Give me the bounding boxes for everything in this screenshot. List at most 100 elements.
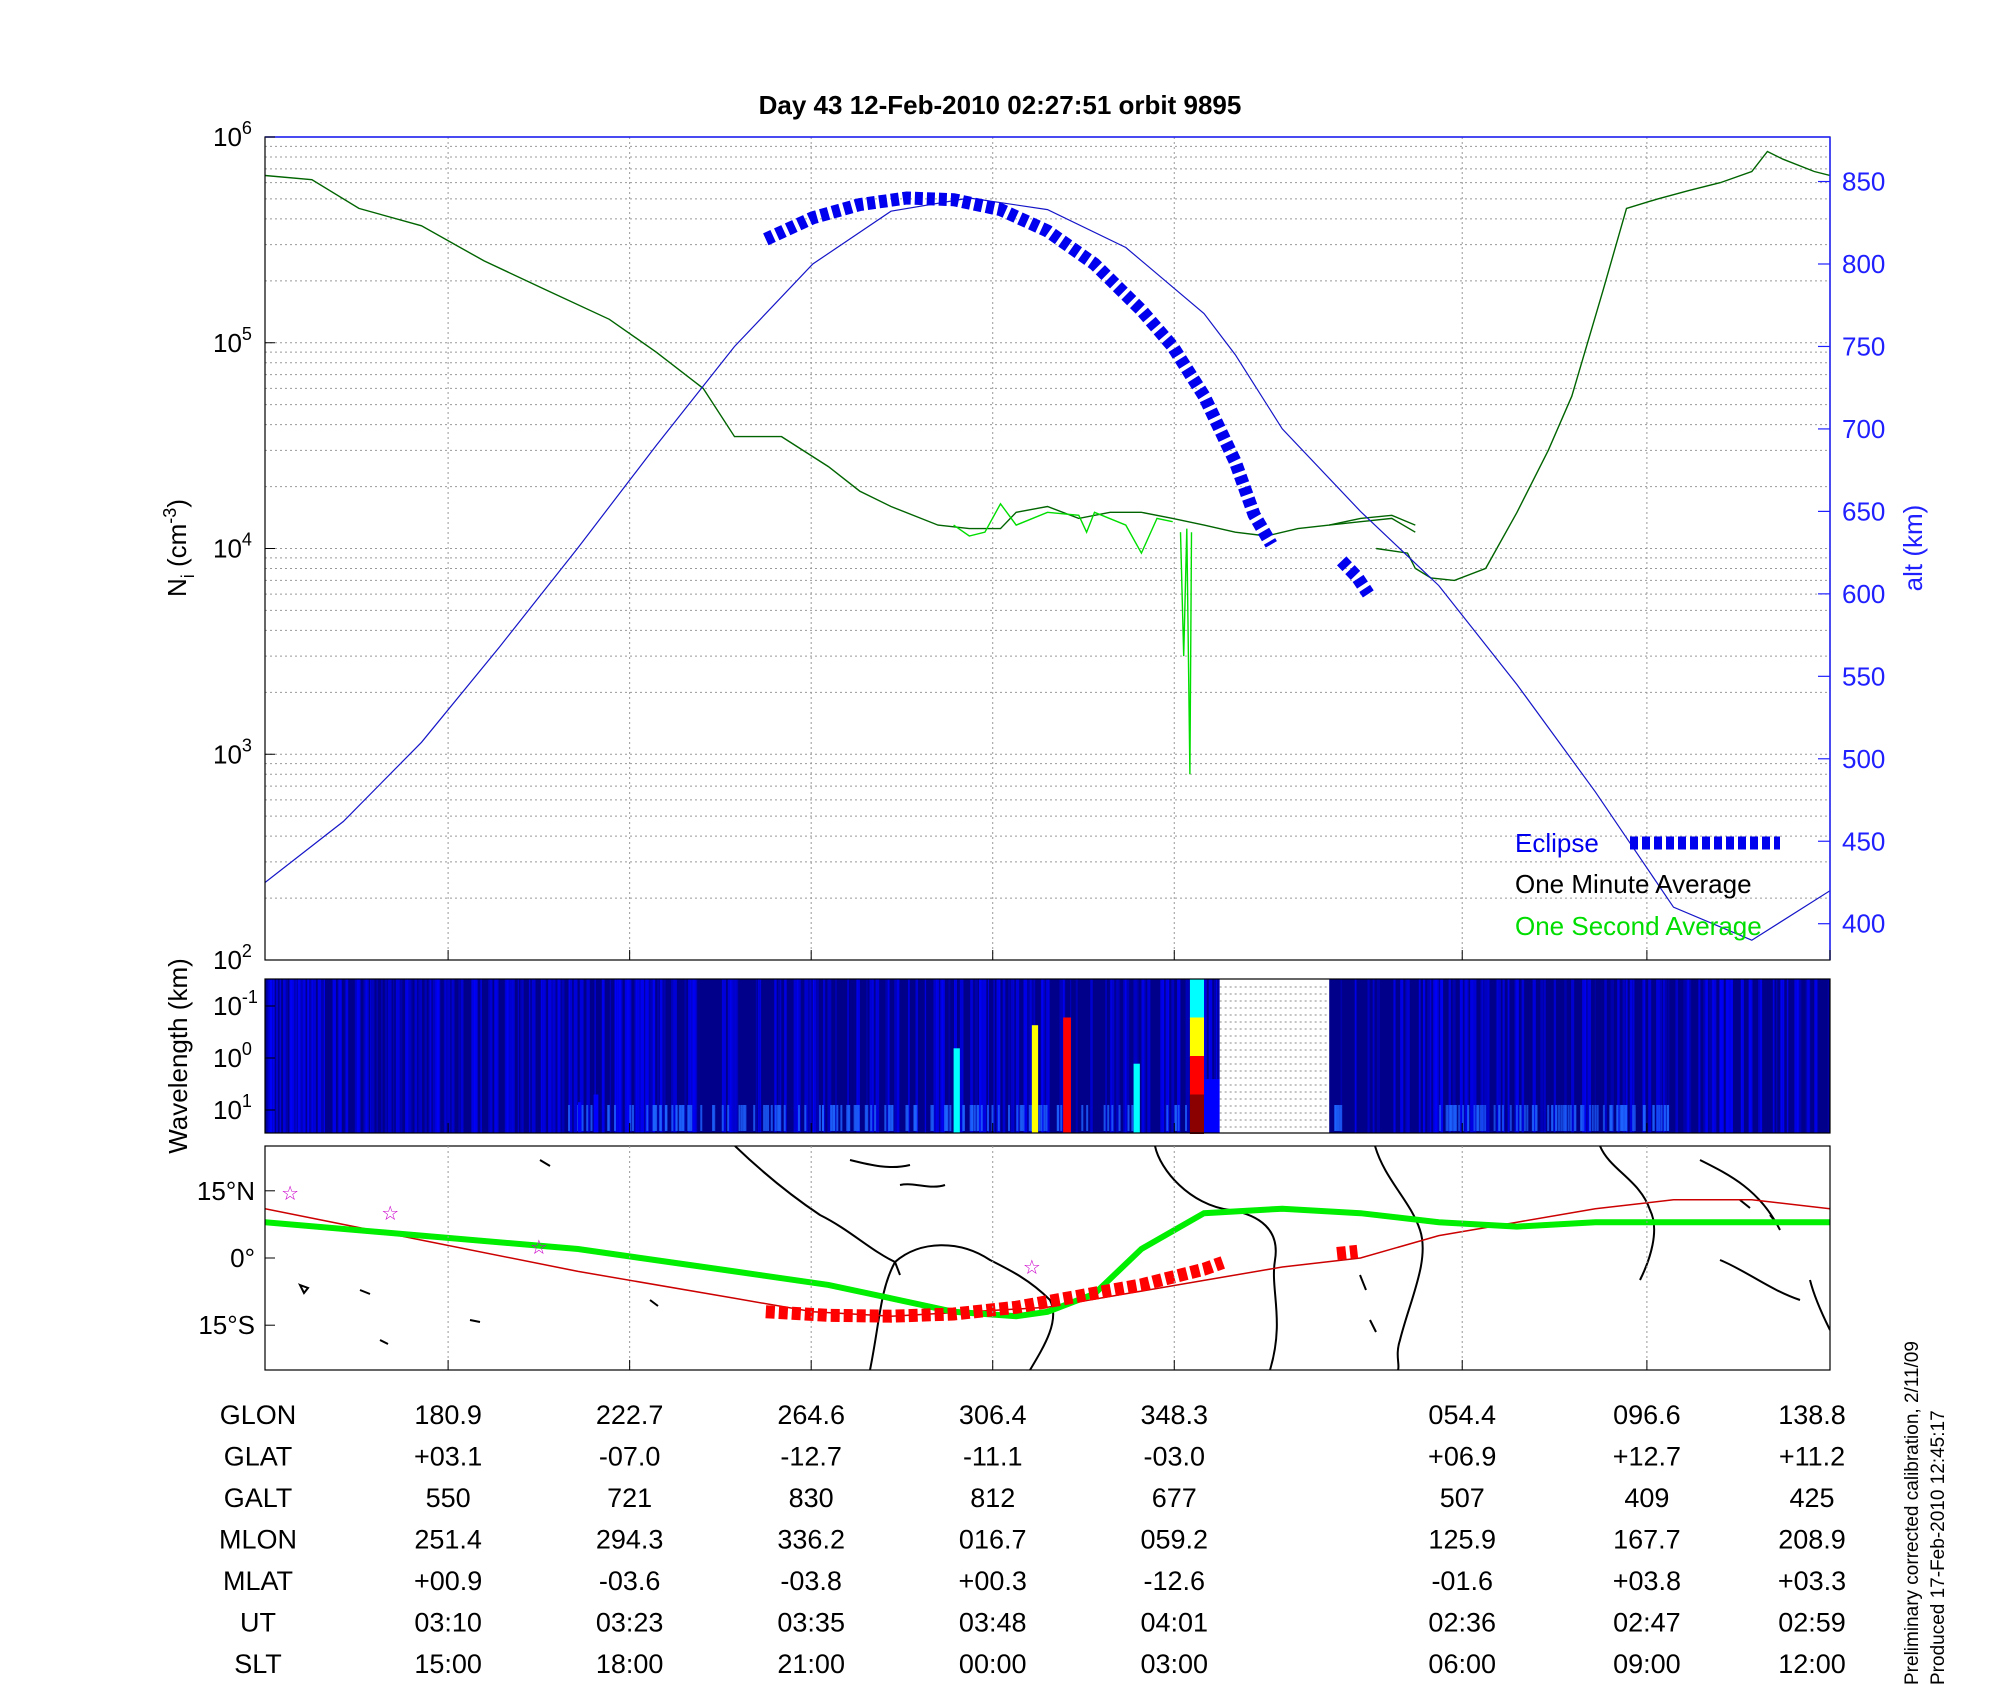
spectrogram-stripe [1436, 979, 1439, 1133]
spectrogram-low-band [1547, 1105, 1550, 1131]
spectrogram-stripe [429, 979, 432, 1133]
spectrogram-stripe [1123, 979, 1127, 1133]
spectrogram-stripe [337, 979, 342, 1133]
spectrogram-stripe [1432, 979, 1437, 1133]
spectrogram-stripe [345, 979, 349, 1133]
spectrogram-stripe [1794, 979, 1799, 1133]
spectrogram-stripe [1664, 979, 1668, 1133]
spectrogram-low-band [1103, 1105, 1106, 1131]
spectrogram-stripe [638, 979, 643, 1133]
wavelength-axis-label: Wavelength (km) [163, 958, 193, 1154]
spectrogram-stripe [1171, 979, 1175, 1133]
spectrogram-low-band [1338, 1105, 1341, 1131]
spectrogram-stripe [1165, 979, 1169, 1133]
spectrogram-low-band [1562, 1105, 1565, 1131]
spectrogram-low-band [836, 1105, 839, 1131]
spectrogram-stripe [940, 979, 943, 1133]
spectrogram-stripe [1400, 979, 1404, 1133]
spectrogram-stripe [1213, 979, 1217, 1133]
spectrogram-stripe [384, 979, 388, 1133]
spectrogram-low-band [1563, 1105, 1566, 1131]
spectrogram-stripe [400, 979, 403, 1133]
spectrogram-stripe [447, 979, 451, 1133]
table-cell: 721 [607, 1483, 652, 1513]
wavelength-tick-label: 10-1 [213, 987, 258, 1021]
spectrogram-low-band [1335, 1105, 1338, 1131]
table-cell: 264.6 [777, 1400, 845, 1430]
coast-africa [1154, 1146, 1424, 1370]
wavelength-tick-label: 101 [213, 1091, 252, 1125]
table-cell: 830 [789, 1483, 834, 1513]
spectrogram-stripe [1786, 979, 1789, 1133]
spectrogram-stripe [414, 979, 417, 1133]
spectrogram-stripe [275, 979, 279, 1133]
spectrogram-low-band [866, 1105, 869, 1131]
table-cell: 409 [1624, 1483, 1669, 1513]
spectrogram-stripe [759, 979, 762, 1133]
spectrogram-stripe [1167, 979, 1170, 1133]
spectrogram-stripe [317, 979, 322, 1133]
spectrogram-stripe [552, 979, 556, 1133]
spectrogram-stripe [1418, 979, 1421, 1133]
spectrogram-stripe [1008, 979, 1011, 1133]
spectrogram-low-band [660, 1105, 663, 1131]
spectrogram-stripe [1642, 979, 1646, 1133]
spectrogram-low-band [765, 1105, 768, 1131]
table-cell: +12.7 [1613, 1442, 1681, 1472]
density-series [265, 150, 1830, 941]
spectrogram-stripe [489, 979, 493, 1133]
spectrogram-stripe [1564, 979, 1567, 1133]
spectrogram-stripe [548, 979, 552, 1133]
spectrogram-stripe [650, 979, 653, 1133]
spectrogram-low-band [753, 1105, 756, 1131]
table-cell: -03.8 [780, 1566, 842, 1596]
legend-minute-label: One Minute Average [1515, 869, 1752, 899]
spectrogram-stripe [1797, 979, 1800, 1133]
spectrogram-stripe [774, 979, 777, 1133]
spectrogram-low-band [1458, 1105, 1461, 1131]
spectrogram-stripe [1719, 979, 1722, 1133]
spectrogram-low-band [1081, 1105, 1084, 1131]
spectrogram-low-band [889, 1105, 892, 1131]
table-cell: 04:01 [1140, 1608, 1208, 1638]
star-marker: ☆ [530, 1235, 548, 1259]
spectrogram-low-band [740, 1105, 743, 1131]
spectrogram-hot-band [1031, 1025, 1039, 1133]
spectrogram-stripe [1759, 979, 1762, 1133]
table-cell: 251.4 [414, 1525, 482, 1555]
table-cell: 222.7 [596, 1400, 664, 1430]
table-cell: 03:48 [959, 1608, 1027, 1638]
spectrogram-stripe [1473, 979, 1477, 1133]
table-cell: 06:00 [1428, 1649, 1496, 1679]
spectrogram-stripe [1503, 979, 1505, 1133]
spectrogram-low-band [1337, 1105, 1340, 1131]
table-cell: 054.4 [1428, 1400, 1496, 1430]
table-row-label: SLT [234, 1649, 282, 1679]
right-tick-label: 700 [1842, 414, 1885, 444]
series-eclipse [1336, 556, 1374, 598]
spectrogram-stripe [1658, 979, 1662, 1133]
spectrogram-stripe [420, 979, 422, 1133]
table-cell: 02:59 [1778, 1608, 1846, 1638]
spectrogram-low-band [1632, 1105, 1635, 1131]
spectrogram-stripe [1725, 979, 1729, 1133]
spectrogram-stripe [1610, 979, 1614, 1133]
eclipse-ground-track [1336, 1244, 1359, 1260]
spectrogram-stripe [376, 979, 379, 1133]
left-tick-label: 102 [213, 941, 252, 975]
spectrogram-stripe [827, 979, 832, 1133]
table-cell: 03:23 [596, 1608, 664, 1638]
spectrogram-stripe [293, 979, 295, 1133]
spectrogram-stripe [1553, 979, 1557, 1133]
spectrogram-low-band [687, 1105, 690, 1131]
spectrogram-stripe [314, 979, 316, 1133]
spectrogram-stripe [1758, 979, 1762, 1133]
spectrogram-stripe [1393, 979, 1396, 1133]
spectrogram-stripe [1177, 979, 1181, 1133]
spectrogram-low-band [1664, 1105, 1667, 1131]
spectrogram-low-band [581, 1105, 584, 1131]
spectrogram-stripe [1464, 979, 1468, 1133]
spectrogram-stripe [856, 979, 860, 1133]
density-grid [265, 137, 1830, 960]
spectrogram-stripe [732, 979, 737, 1133]
